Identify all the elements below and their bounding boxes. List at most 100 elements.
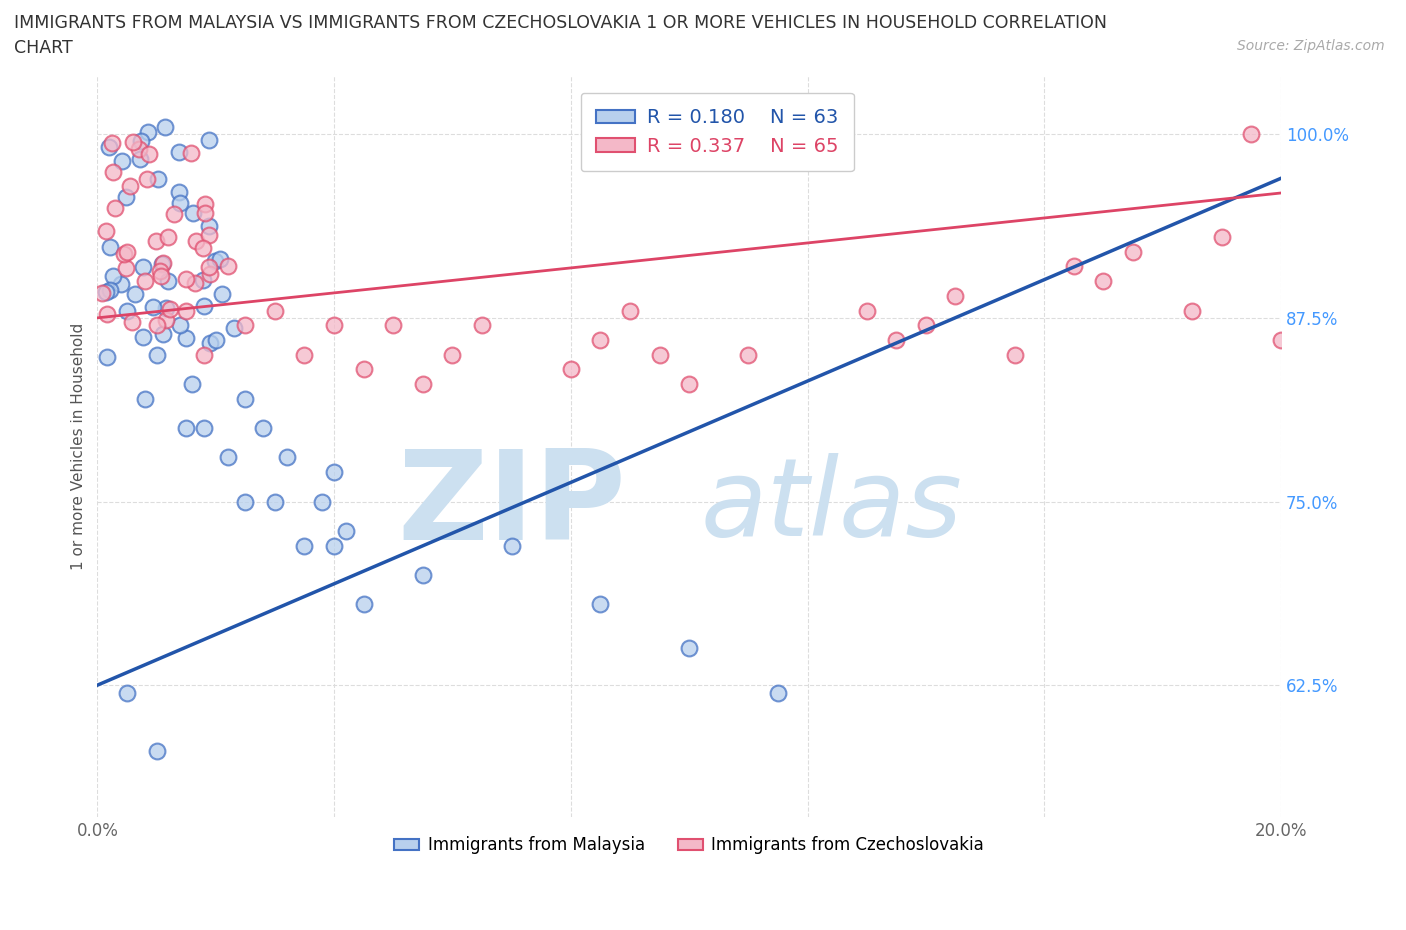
Point	[180, 146, 202, 161]
Point	[169, 196, 191, 211]
Point	[121, 134, 143, 149]
Point	[217, 450, 239, 465]
Point	[155, 312, 177, 327]
Point	[323, 318, 346, 333]
Point	[323, 538, 346, 553]
Point	[176, 272, 198, 286]
Point	[252, 420, 274, 435]
Point	[145, 318, 167, 333]
Point	[136, 172, 159, 187]
Point	[1092, 273, 1115, 288]
Point	[1063, 259, 1085, 274]
Point	[194, 206, 217, 220]
Point	[120, 179, 142, 193]
Point	[1211, 230, 1233, 245]
Point	[152, 256, 174, 271]
Point	[193, 240, 215, 255]
Point	[138, 147, 160, 162]
Point	[197, 132, 219, 147]
Point	[149, 263, 172, 278]
Point	[194, 197, 217, 212]
Point	[145, 744, 167, 759]
Point	[134, 273, 156, 288]
Point	[183, 275, 205, 290]
Point	[184, 234, 207, 249]
Point	[101, 269, 124, 284]
Point	[150, 257, 173, 272]
Point	[737, 347, 759, 362]
Point	[198, 266, 221, 281]
Point	[121, 315, 143, 330]
Point	[191, 272, 214, 287]
Point	[884, 332, 907, 347]
Point	[148, 172, 170, 187]
Point	[198, 336, 221, 351]
Text: Source: ZipAtlas.com: Source: ZipAtlas.com	[1237, 39, 1385, 53]
Point	[153, 120, 176, 135]
Point	[560, 362, 582, 377]
Point	[98, 283, 121, 298]
Point	[110, 276, 132, 291]
Point	[193, 299, 215, 313]
Point	[208, 252, 231, 267]
Point	[501, 538, 523, 553]
Point	[264, 303, 287, 318]
Point	[115, 303, 138, 318]
Point	[114, 190, 136, 205]
Point	[142, 299, 165, 314]
Point	[111, 154, 134, 169]
Point	[157, 230, 180, 245]
Point	[233, 318, 256, 333]
Point	[1122, 245, 1144, 259]
Point	[294, 538, 316, 553]
Point	[311, 494, 333, 509]
Point	[145, 347, 167, 362]
Point	[1004, 347, 1026, 362]
Point	[129, 134, 152, 149]
Point	[353, 597, 375, 612]
Point	[222, 321, 245, 336]
Point	[157, 273, 180, 288]
Point	[134, 392, 156, 406]
Point	[619, 303, 641, 318]
Point	[193, 347, 215, 362]
Point	[94, 285, 117, 299]
Point	[766, 685, 789, 700]
Legend: Immigrants from Malaysia, Immigrants from Czechoslovakia: Immigrants from Malaysia, Immigrants fro…	[388, 830, 991, 861]
Point	[96, 223, 118, 238]
Point	[276, 450, 298, 465]
Point	[115, 245, 138, 259]
Point	[412, 567, 434, 582]
Point	[152, 326, 174, 341]
Point	[132, 259, 155, 274]
Point	[945, 288, 967, 303]
Y-axis label: 1 or more Vehicles in Household: 1 or more Vehicles in Household	[72, 323, 86, 570]
Point	[114, 260, 136, 275]
Point	[181, 377, 204, 392]
Point	[198, 228, 221, 243]
Point	[294, 347, 316, 362]
Point	[1240, 126, 1263, 141]
Text: atlas: atlas	[700, 453, 962, 558]
Point	[193, 420, 215, 435]
Point	[441, 347, 464, 362]
Point	[678, 641, 700, 656]
Point	[124, 286, 146, 301]
Point	[97, 140, 120, 154]
Point	[90, 286, 112, 300]
Point	[174, 420, 197, 435]
Point	[167, 185, 190, 200]
Point	[169, 145, 191, 160]
Point	[412, 377, 434, 392]
Point	[169, 318, 191, 333]
Point	[150, 269, 173, 284]
Point	[136, 125, 159, 140]
Point	[174, 303, 197, 318]
Point	[323, 465, 346, 480]
Point	[183, 206, 205, 220]
Point	[129, 152, 152, 166]
Point	[1181, 303, 1204, 318]
Point	[915, 318, 938, 333]
Point	[163, 206, 186, 221]
Point	[101, 135, 124, 150]
